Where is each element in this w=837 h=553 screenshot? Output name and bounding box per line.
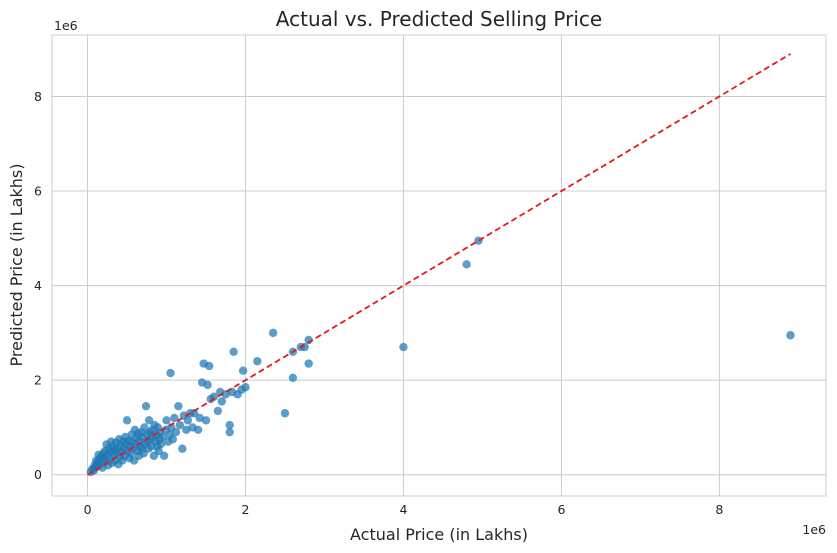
x-axis-offset-label: 1e6 [802,522,826,537]
data-point [253,357,262,366]
data-point [189,409,199,418]
data-point [175,420,185,430]
x-tick-label: 2 [242,502,250,517]
plot-frame [51,34,827,497]
data-point [195,413,204,423]
data-point [238,366,248,375]
y-tick-label: 6 [34,184,42,199]
data-point [182,425,191,435]
data-point [203,380,212,390]
data-point [174,401,183,411]
data-point [201,416,211,425]
tick-labels: 0 2 4 6 8 0 2 4 6 8 [34,89,723,517]
y-axis-offset-label: 1e6 [54,18,78,33]
data-point [209,392,219,401]
data-point [141,401,151,411]
data-point [171,427,181,437]
x-tick-label: 6 [557,502,565,517]
data-point [786,331,795,340]
data-point [225,427,234,437]
data-point [154,446,163,456]
x-tick-label: 4 [399,502,407,517]
x-tick-label: 8 [715,502,723,517]
y-tick-label: 8 [34,89,42,104]
reference-line-layer [87,53,791,476]
reference-line [87,53,791,476]
y-tick-label: 4 [34,278,42,293]
data-points [86,236,795,477]
data-point [122,416,132,425]
data-point [304,359,313,368]
x-axis-label: Actual Price (in Lakhs) [350,525,528,544]
data-point [225,420,234,430]
data-point [229,347,238,356]
data-point [170,413,179,423]
data-point [193,425,203,435]
data-point [162,416,171,425]
data-point [166,368,175,378]
y-tick-label: 0 [34,467,42,482]
y-axis-label: Predicted Price (in Lakhs) [7,164,26,367]
grid-lines [52,35,826,496]
data-point [288,373,298,382]
data-point [204,361,214,371]
data-point [144,416,154,425]
data-point [168,435,178,444]
data-point [462,260,471,269]
data-point [183,416,193,425]
data-point [158,432,167,442]
chart-title: Actual vs. Predicted Selling Price [276,7,602,31]
y-tick-label: 2 [34,373,42,388]
data-point [221,390,230,399]
data-point [156,439,166,449]
data-point [159,451,169,461]
data-point [217,397,227,406]
x-tick-label: 0 [84,502,92,517]
data-point [399,342,408,352]
data-point [140,423,149,432]
data-point [178,444,187,453]
data-point [268,328,278,338]
data-point [213,406,223,416]
data-point [241,383,250,392]
data-point [280,409,290,418]
